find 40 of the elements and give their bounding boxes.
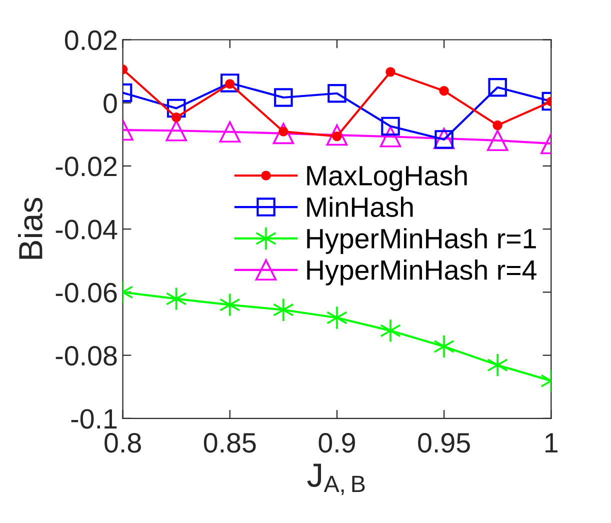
point xyxy=(380,126,402,148)
y-axis-title: Bias xyxy=(18,198,42,259)
point xyxy=(487,353,508,378)
point xyxy=(326,124,348,146)
y-tick-label: -0.04 xyxy=(56,220,118,240)
point xyxy=(486,130,508,152)
point xyxy=(328,84,346,103)
point xyxy=(166,98,186,118)
legend-label: MaxLogHash xyxy=(307,165,467,192)
legend-label: MinHash xyxy=(307,196,413,218)
point xyxy=(326,306,348,330)
y-tick-label: 0.02 xyxy=(64,30,117,50)
point xyxy=(272,298,294,322)
point xyxy=(381,116,400,136)
x-tick-label: 0.9 xyxy=(318,433,355,453)
point xyxy=(219,292,240,317)
y-tick-label: 0 xyxy=(104,94,117,114)
x-tick-label: 0.8 xyxy=(104,433,141,453)
y-tick-label: -0.02 xyxy=(56,156,117,176)
legend-label: HyperMinHash r=1 xyxy=(307,228,536,254)
x-tick-label: 1 xyxy=(546,433,558,452)
point xyxy=(171,112,182,122)
point xyxy=(166,286,187,311)
y-tick-label: -0.1 xyxy=(71,409,117,429)
point xyxy=(492,120,502,130)
point xyxy=(272,122,294,144)
x-tick-label: 0.85 xyxy=(204,433,256,453)
legend-label: HyperMinHash r=4 xyxy=(307,260,536,286)
point xyxy=(488,78,507,97)
point xyxy=(380,318,402,343)
x-axis-title: J$_{A,B}$ xyxy=(307,464,365,495)
point xyxy=(386,67,396,77)
point xyxy=(220,74,240,92)
point xyxy=(274,88,293,107)
point xyxy=(434,334,455,358)
y-tick-label: -0.08 xyxy=(56,346,117,366)
point xyxy=(219,121,241,143)
y-tick-label: -0.06 xyxy=(56,282,117,303)
point xyxy=(439,86,449,96)
x-tick-label: 0.95 xyxy=(418,433,470,453)
